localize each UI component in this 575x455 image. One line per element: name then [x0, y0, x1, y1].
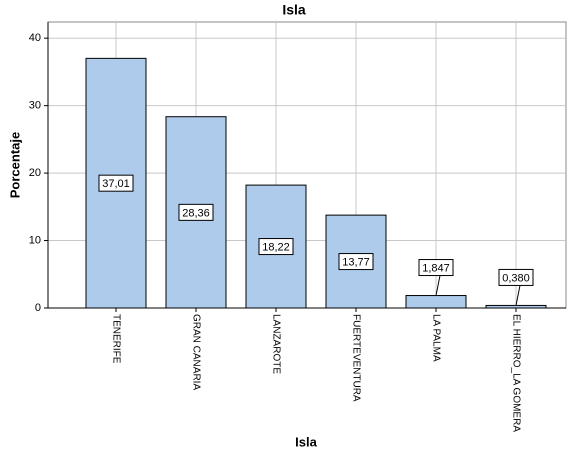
value-label-box — [258, 238, 294, 256]
y-tick-label: 20 — [29, 167, 41, 179]
x-tick-label: LA PALMA — [430, 314, 441, 362]
y-tick-label: 10 — [29, 234, 41, 246]
x-tick-label: TENERIFE — [110, 314, 121, 364]
leader-line — [435, 275, 441, 296]
y-tick-label: 40 — [29, 32, 41, 44]
x-tick-label: GRAN CANARIA — [190, 314, 201, 390]
x-tick-label: EL HIERRO_LA GOMERA — [510, 314, 521, 432]
value-label-box — [338, 253, 374, 271]
leader-line — [515, 285, 521, 306]
value-label: 18,22 — [262, 241, 290, 253]
chart-title: Isla — [282, 2, 306, 18]
value-label-box — [498, 268, 534, 286]
bar — [405, 295, 467, 309]
bar — [245, 184, 307, 309]
y-tick-label: 0 — [35, 302, 41, 314]
value-label: 0,380 — [502, 272, 530, 284]
y-axis-title: Porcentaje — [7, 132, 22, 198]
value-label-box — [98, 174, 134, 192]
value-label: 28,36 — [182, 207, 210, 219]
value-label-box — [418, 259, 454, 277]
y-tick-label: 30 — [29, 100, 41, 112]
x-tick-label: FUERTEVENTURA — [350, 314, 361, 402]
value-label: 1,847 — [422, 262, 450, 274]
x-axis-title: Isla — [295, 434, 317, 449]
value-label: 37,01 — [102, 178, 130, 190]
value-label-box — [178, 203, 214, 221]
value-label: 13,77 — [342, 256, 370, 268]
x-tick-label: LANZAROTE — [270, 314, 281, 374]
